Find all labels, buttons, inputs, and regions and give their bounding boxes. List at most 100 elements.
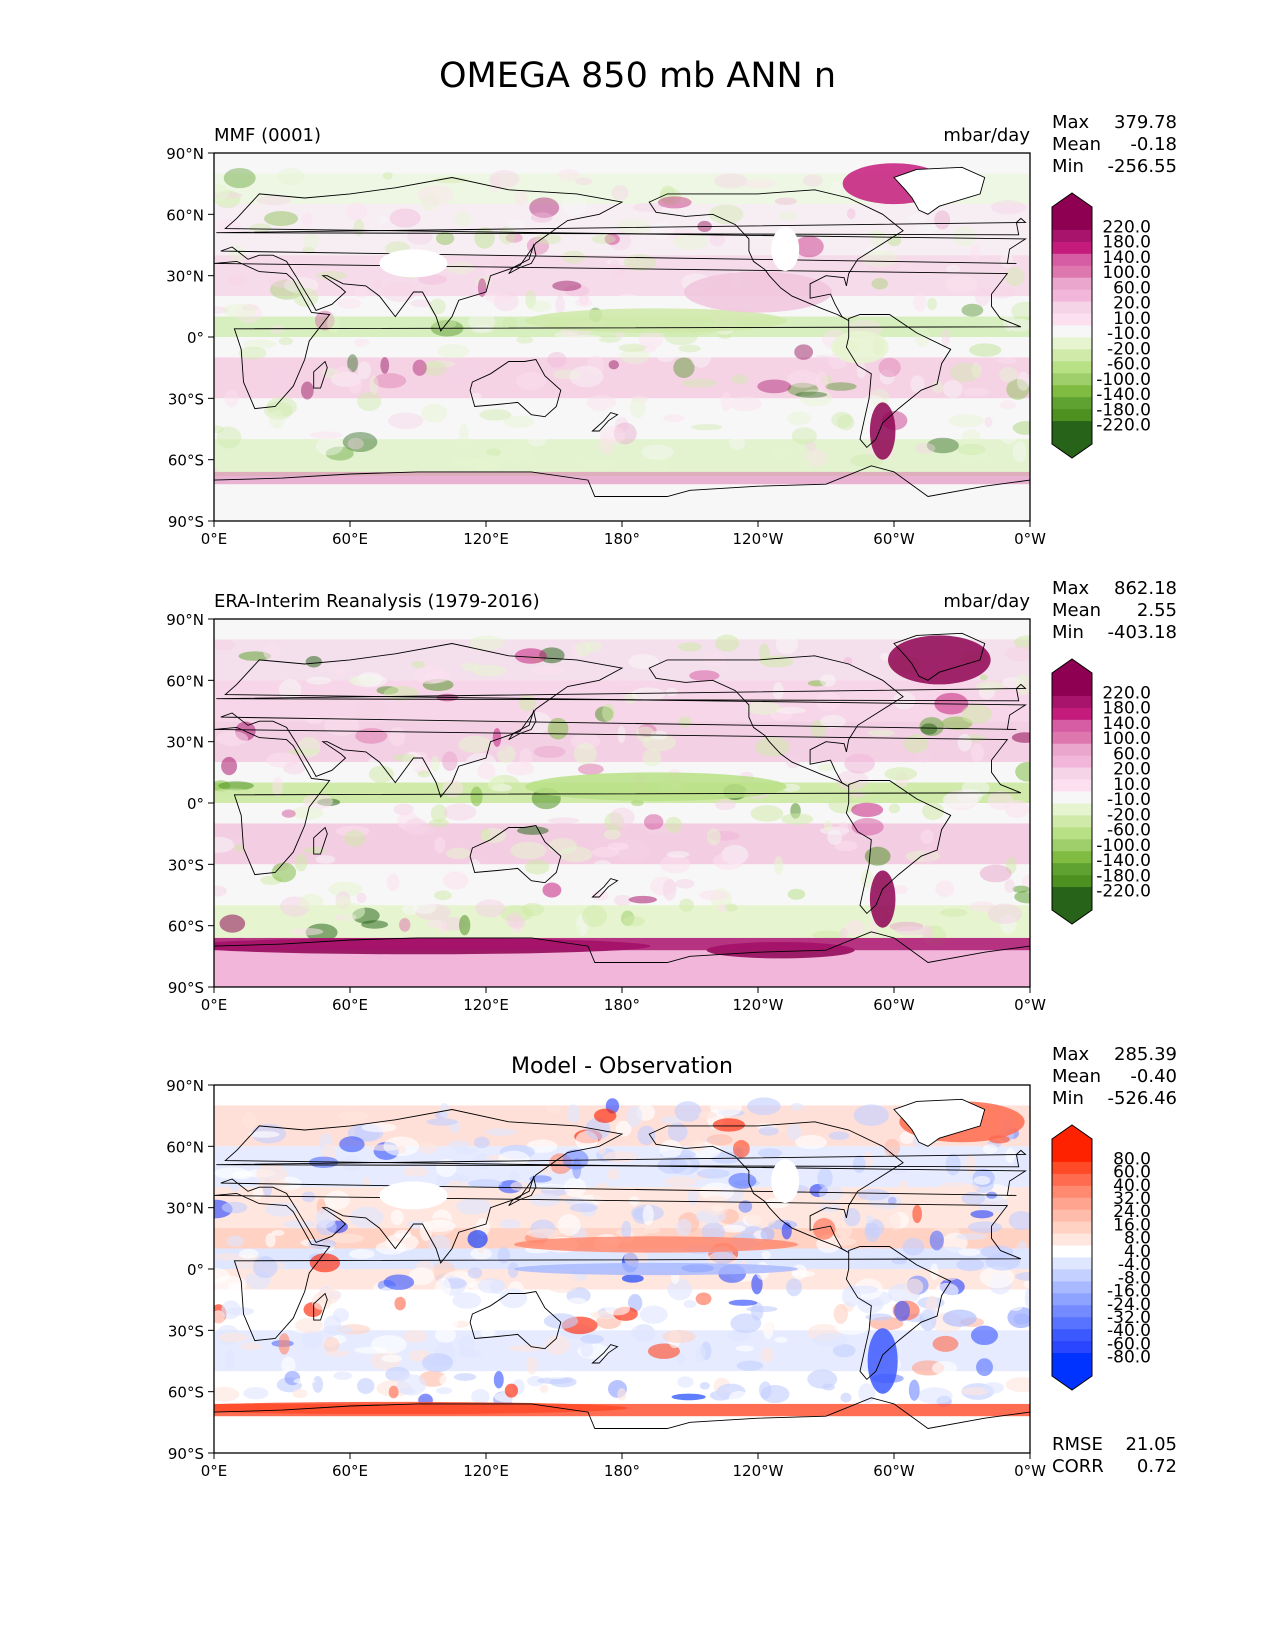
field-cell [678, 716, 692, 728]
field-cell [447, 262, 475, 275]
lon-tick-label: 60°W [873, 996, 915, 1014]
field-cell [476, 454, 501, 475]
field-cell [902, 1237, 925, 1256]
lon-tick-label: 0°W [1014, 530, 1046, 548]
field-cell [309, 431, 343, 439]
field-cell [920, 829, 934, 844]
field-cell [750, 805, 784, 822]
field-cell [263, 643, 280, 661]
colorbar-segment [1052, 1150, 1092, 1163]
field-cell [804, 448, 827, 468]
field-band [214, 204, 1030, 256]
field-cell [506, 219, 525, 231]
field-cell [1024, 1287, 1030, 1309]
colorbar-label: 4.0 [1124, 1242, 1151, 1262]
field-feature [831, 330, 889, 364]
field-cell [221, 1300, 241, 1320]
field-cell [1011, 301, 1030, 321]
field-cell [979, 674, 988, 681]
field-cell [812, 930, 844, 940]
field-cell [422, 1353, 453, 1373]
field-cell [341, 1155, 362, 1172]
field-cell [657, 196, 692, 209]
colorbar-outline [1051, 192, 1093, 459]
colorbar-segment [1052, 1353, 1092, 1366]
field-cell [759, 655, 794, 668]
field-cell [772, 682, 784, 700]
field-cell [781, 813, 814, 825]
field-cell [621, 1220, 632, 1240]
field-cell [238, 651, 272, 661]
field-cell [635, 726, 655, 742]
field-cell [665, 1176, 697, 1187]
field-cell [214, 466, 218, 473]
field-cell [410, 429, 430, 438]
field-cell [461, 662, 481, 671]
lon-tick-label: 0°E [201, 996, 228, 1014]
colorbar-segment [1052, 1209, 1092, 1223]
field-cell [580, 1341, 594, 1358]
field-cell [837, 414, 855, 431]
field-cell [471, 325, 494, 334]
field-cell [269, 276, 293, 288]
field-cell [641, 444, 674, 460]
field-cell [1016, 1240, 1029, 1263]
field-cell [402, 1330, 428, 1343]
field-cell [946, 264, 961, 274]
field-cell [474, 227, 495, 249]
field-cell [757, 379, 792, 394]
field-cell [679, 898, 694, 912]
field-cell [248, 1131, 280, 1138]
field-cell [802, 174, 823, 187]
field-feature [525, 308, 787, 333]
field-cell [214, 190, 241, 209]
field-cell [373, 373, 407, 389]
field-cell [639, 1305, 668, 1324]
coastlines [214, 1098, 1030, 1453]
field-cell [552, 280, 582, 292]
field-cell [912, 293, 927, 312]
field-cell [344, 830, 366, 847]
field-cell [807, 1369, 838, 1389]
colorbar-label: -60.0 [1107, 1334, 1151, 1354]
field-cell [941, 329, 950, 347]
field-cell [215, 731, 249, 746]
field-cell [860, 869, 874, 889]
colorbar-segment [1052, 863, 1092, 876]
colorbar-label: 100.0 [1102, 729, 1151, 749]
field-cell [1023, 1279, 1030, 1289]
field-cell [907, 213, 927, 223]
coastline-australia [469, 1291, 562, 1350]
field-cell [346, 202, 368, 221]
field-cell [867, 729, 895, 737]
field-cell [467, 1230, 488, 1249]
field-cell [755, 737, 790, 757]
field-cell [298, 893, 324, 910]
colorbar-label: 140.0 [1102, 248, 1151, 268]
field-cell [585, 1117, 611, 1140]
field-cell [265, 1232, 276, 1248]
field-cell [969, 343, 1002, 357]
field-cell [910, 375, 925, 394]
field-cell [794, 1135, 827, 1150]
field-cell [486, 743, 508, 752]
field-cell [774, 1336, 788, 1343]
field-cell [227, 274, 248, 286]
colorbar-label: -60.0 [1107, 355, 1151, 375]
field-cell [643, 814, 664, 830]
field-cell [420, 192, 440, 211]
field-cell [275, 371, 287, 390]
field-cell [818, 1185, 844, 1201]
colorbar-top-extend [1052, 1125, 1092, 1150]
field-cell [410, 299, 432, 308]
stat-label: Min [1052, 156, 1084, 177]
field-cell [760, 1226, 775, 1242]
colorbar-label: 16.0 [1113, 1215, 1151, 1235]
lon-tick-label: 120°W [733, 530, 784, 548]
field-cell [215, 788, 251, 795]
field-cell [293, 1377, 316, 1385]
field-cell [278, 679, 302, 701]
rockies-mask [771, 227, 800, 272]
colorbar-bottom-extend [1052, 1365, 1092, 1390]
field-cell [772, 448, 786, 459]
